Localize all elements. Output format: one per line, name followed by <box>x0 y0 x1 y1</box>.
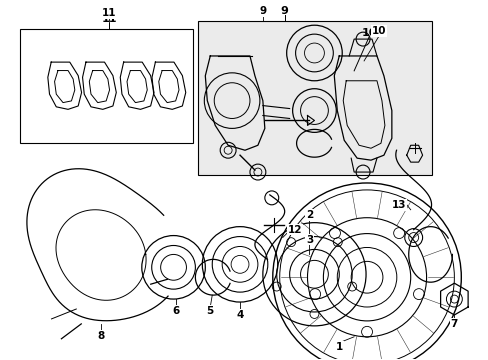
Text: 12: 12 <box>287 225 301 235</box>
Text: 8: 8 <box>97 331 104 341</box>
Text: 2: 2 <box>305 210 312 220</box>
Text: 7: 7 <box>450 319 457 329</box>
Text: 4: 4 <box>236 310 243 320</box>
Bar <box>200 23 428 173</box>
Bar <box>198 21 431 175</box>
Text: 13: 13 <box>391 200 405 210</box>
Text: 11: 11 <box>101 14 117 24</box>
Text: 11: 11 <box>102 8 116 18</box>
Text: 9: 9 <box>280 6 288 16</box>
Text: 6: 6 <box>172 306 179 316</box>
Bar <box>20 29 193 143</box>
Text: 9: 9 <box>259 6 266 16</box>
Text: 10: 10 <box>361 28 376 38</box>
Text: 10: 10 <box>371 26 386 36</box>
Text: 1: 1 <box>335 342 342 352</box>
Text: 3: 3 <box>305 234 312 244</box>
Text: 5: 5 <box>206 306 213 316</box>
